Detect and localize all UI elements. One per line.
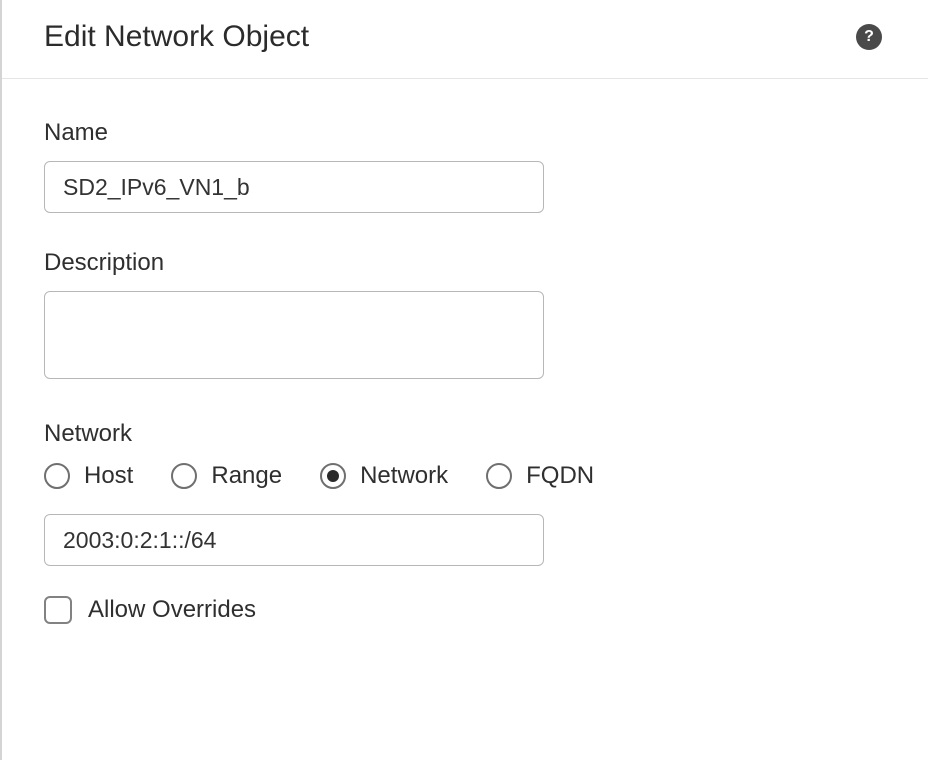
radio-label-host: Host xyxy=(84,462,133,490)
allow-overrides-checkbox[interactable]: Allow Overrides xyxy=(44,596,886,624)
network-value-input[interactable] xyxy=(44,514,544,566)
radio-icon xyxy=(320,463,346,489)
radio-option-network[interactable]: Network xyxy=(320,462,448,490)
help-icon-glyph: ? xyxy=(864,28,874,46)
name-input[interactable] xyxy=(44,161,544,213)
radio-icon xyxy=(486,463,512,489)
dialog-header: Edit Network Object ? xyxy=(2,0,928,79)
dialog-title: Edit Network Object xyxy=(44,20,309,54)
radio-label-range: Range xyxy=(211,462,282,490)
radio-label-network: Network xyxy=(360,462,448,490)
description-input[interactable] xyxy=(44,291,544,379)
name-label: Name xyxy=(44,119,886,147)
name-field-group: Name xyxy=(44,119,886,213)
radio-icon xyxy=(44,463,70,489)
description-label: Description xyxy=(44,249,886,277)
network-field-group: Network Host Range Network FQDN xyxy=(44,420,886,566)
checkbox-icon xyxy=(44,596,72,624)
radio-option-fqdn[interactable]: FQDN xyxy=(486,462,594,490)
network-label: Network xyxy=(44,420,886,448)
network-type-radio-group: Host Range Network FQDN xyxy=(44,462,886,490)
radio-label-fqdn: FQDN xyxy=(526,462,594,490)
dialog-content: Name Description Network Host Range Netw… xyxy=(2,79,928,624)
help-icon[interactable]: ? xyxy=(856,24,882,50)
radio-option-host[interactable]: Host xyxy=(44,462,133,490)
radio-option-range[interactable]: Range xyxy=(171,462,282,490)
allow-overrides-label: Allow Overrides xyxy=(88,596,256,624)
description-field-group: Description xyxy=(44,249,886,384)
radio-icon xyxy=(171,463,197,489)
